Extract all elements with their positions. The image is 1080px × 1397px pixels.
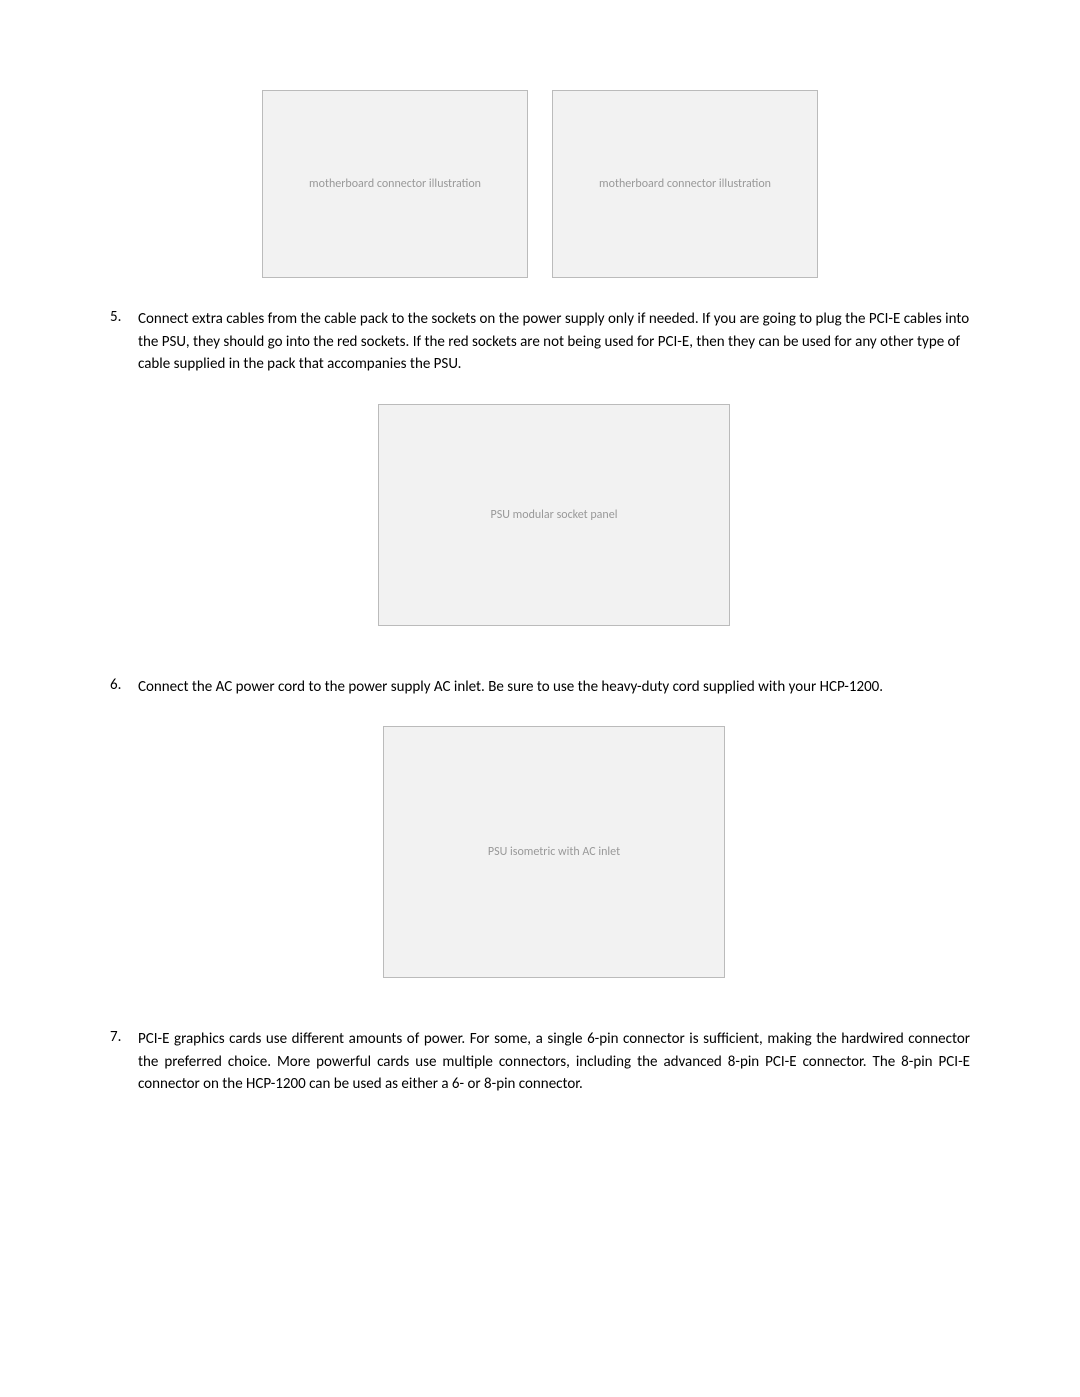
figure-motherboard-left: motherboard connector illustration <box>262 90 528 278</box>
step-number: 5. <box>110 308 138 376</box>
step-text: Connect extra cables from the cable pack… <box>138 308 970 376</box>
figure-motherboard-right: motherboard connector illustration <box>552 90 818 278</box>
instruction-list: 5. Connect extra cables from the cable p… <box>110 308 970 1096</box>
figure-psu-back-panel: PSU modular socket panel <box>378 404 730 626</box>
figure-center-psu-back: PSU modular socket panel <box>138 404 970 626</box>
figure-center-psu-iso: PSU isometric with AC inlet <box>138 726 970 978</box>
figure-wrapper: PSU modular socket panel <box>110 386 970 666</box>
step-6: 6. Connect the AC power cord to the powe… <box>110 676 970 699</box>
step-number: 6. <box>110 676 138 699</box>
figure-alt: PSU isometric with AC inlet <box>488 843 620 861</box>
figure-row-top: motherboard connector illustration mothe… <box>110 90 970 278</box>
figure-alt: motherboard connector illustration <box>309 177 481 191</box>
step-number: 7. <box>110 1028 138 1096</box>
figure-alt: PSU modular socket panel <box>491 506 618 524</box>
step-text: PCI-E graphics cards use different amoun… <box>138 1028 970 1096</box>
figure-alt: motherboard connector illustration <box>599 177 771 191</box>
figure-wrapper: PSU isometric with AC inlet <box>110 708 970 1018</box>
figure-psu-isometric: PSU isometric with AC inlet <box>383 726 725 978</box>
step-7: 7. PCI-E graphics cards use different am… <box>110 1028 970 1096</box>
step-text: Connect the AC power cord to the power s… <box>138 676 970 699</box>
step-5: 5. Connect extra cables from the cable p… <box>110 308 970 376</box>
document-page: motherboard connector illustration mothe… <box>0 0 1080 1196</box>
